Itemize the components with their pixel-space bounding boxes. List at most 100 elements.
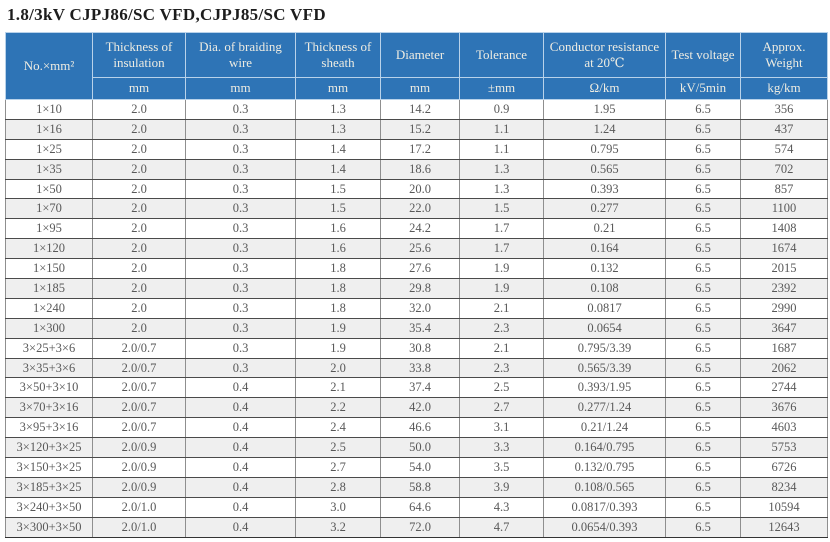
column-unit: mm [185, 77, 296, 100]
table-cell: 3×150+3×25 [5, 457, 93, 478]
table-cell: 0.21 [543, 218, 666, 240]
table-cell: 1408 [740, 218, 828, 240]
table-cell: 3×50+3×10 [5, 377, 93, 399]
table-cell: 1.4 [295, 158, 381, 180]
table-cell: 0.795 [543, 138, 666, 160]
table-cell: 1×35 [5, 158, 93, 180]
table-cell: 6.5 [665, 317, 741, 339]
table-cell: 2.0 [92, 99, 186, 120]
table-cell: 6.5 [665, 457, 741, 478]
table-cell: 3.9 [459, 476, 544, 498]
column-unit: mm [295, 77, 381, 100]
column-unit: mm [92, 77, 186, 100]
table-cell: 1.24 [543, 118, 666, 140]
table-cell: 3.0 [295, 496, 381, 518]
table-cell: 2062 [740, 357, 828, 379]
table-cell: 2.0 [92, 218, 186, 240]
table-row: 1×50 2.0 0.3 1.5 20.0 1.3 0.393 6.5 857 [5, 178, 828, 200]
table-cell: 3×240+3×50 [5, 496, 93, 518]
table-cell: 0.3 [185, 258, 296, 280]
table-cell: 857 [740, 178, 828, 200]
table-cell: 1×185 [5, 278, 93, 299]
table-cell: 1.95 [543, 99, 666, 120]
spec-table-header: No.×mm² Thickness of insulation Dia. of br… [5, 32, 828, 100]
table-cell: 702 [740, 158, 828, 180]
table-cell: 27.6 [380, 258, 460, 280]
column-header: No.×mm² [5, 32, 93, 100]
table-row: 3×70+3×16 2.0/0.7 0.4 2.2 42.0 2.7 0.277/1.24 6… [5, 397, 828, 419]
table-cell: 0.3 [185, 317, 296, 339]
table-row: 3×35+3×6 2.0/0.7 0.3 2.0 33.8 2.3 0.565/3.39 6.… [5, 357, 828, 379]
table-cell: 0.4 [185, 437, 296, 459]
table-cell: 2.0 [92, 178, 186, 200]
column-header: Thickness of sheath [295, 32, 381, 78]
table-row: 3×50+3×10 2.0/0.7 0.4 2.1 37.4 2.5 0.393/1.95 6… [5, 377, 828, 399]
table-cell: 1×50 [5, 178, 93, 200]
table-cell: 0.3 [185, 118, 296, 140]
table-row: 3×120+3×25 2.0/0.9 0.4 2.5 50.0 3.3 0.164/0.79… [5, 437, 828, 459]
column-header: Dia. of braiding wire [185, 32, 296, 78]
table-cell: 2.0/1.0 [92, 496, 186, 518]
spec-table: No.×mm² Thickness of insulation Dia. of br… [5, 32, 828, 538]
table-cell: 58.8 [380, 476, 460, 498]
table-cell: 0.4 [185, 516, 296, 538]
table-cell: 4.3 [459, 496, 544, 518]
table-cell: 1.5 [459, 198, 544, 220]
table-cell: 1.8 [295, 278, 381, 299]
table-cell: 0.4 [185, 476, 296, 498]
table-cell: 3.1 [459, 417, 544, 439]
table-cell: 1.9 [295, 317, 381, 339]
table-cell: 0.3 [185, 357, 296, 379]
table-cell: 1100 [740, 198, 828, 220]
table-cell: 8234 [740, 476, 828, 498]
table-cell: 0.3 [185, 218, 296, 240]
table-cell: 22.0 [380, 198, 460, 220]
table-cell: 2.3 [459, 357, 544, 379]
table-cell: 6.5 [665, 178, 741, 200]
table-cell: 14.2 [380, 99, 460, 120]
column-unit: kg/km [740, 77, 828, 100]
table-cell: 2.7 [459, 397, 544, 419]
table-cell: 2.0 [92, 258, 186, 280]
table-cell: 0.277 [543, 198, 666, 220]
table-cell: 1×10 [5, 99, 93, 120]
table-cell: 6.5 [665, 138, 741, 160]
column-header: Diameter [380, 32, 460, 78]
table-cell: 2.0/0.7 [92, 397, 186, 419]
table-row: 1×150 2.0 0.3 1.8 27.6 1.9 0.132 6.5 2015 [5, 258, 828, 280]
column-header: Tolerance [459, 32, 544, 78]
table-cell: 0.4 [185, 457, 296, 478]
table-cell: 1×300 [5, 317, 93, 339]
table-cell: 3×95+3×16 [5, 417, 93, 439]
table-cell: 2990 [740, 297, 828, 319]
table-row: 3×25+3×6 2.0/0.7 0.3 1.9 30.8 2.1 0.795/3.39 6.… [5, 337, 828, 359]
table-cell: 1×16 [5, 118, 93, 140]
table-cell: 1×70 [5, 198, 93, 220]
table-cell: 0.795/3.39 [543, 337, 666, 359]
table-cell: 1×120 [5, 238, 93, 260]
table-cell: 0.3 [185, 198, 296, 220]
table-cell: 6.5 [665, 357, 741, 379]
table-cell: 0.0817/0.393 [543, 496, 666, 518]
table-cell: 2.2 [295, 397, 381, 419]
table-cell: 0.108 [543, 278, 666, 299]
table-cell: 0.0654 [543, 317, 666, 339]
table-cell: 1.9 [459, 278, 544, 299]
table-cell: 2.0/0.7 [92, 337, 186, 359]
table-cell: 2.0 [92, 278, 186, 299]
table-cell: 2.8 [295, 476, 381, 498]
table-cell: 6726 [740, 457, 828, 478]
table-cell: 6.5 [665, 496, 741, 518]
table-cell: 3×35+3×6 [5, 357, 93, 379]
table-cell: 0.4 [185, 377, 296, 399]
table-cell: 1.5 [295, 178, 381, 200]
table-cell: 1×95 [5, 218, 93, 240]
table-cell: 2.0 [295, 357, 381, 379]
table-row: 3×185+3×25 2.0/0.9 0.4 2.8 58.8 3.9 0.108/0.56… [5, 476, 828, 498]
table-row: 1×300 2.0 0.3 1.9 35.4 2.3 0.0654 6.5 3647 [5, 317, 828, 339]
table-cell: 0.108/0.565 [543, 476, 666, 498]
table-cell: 1.8 [295, 258, 381, 280]
table-cell: 4.7 [459, 516, 544, 538]
table-cell: 0.132 [543, 258, 666, 280]
table-cell: 6.5 [665, 516, 741, 538]
